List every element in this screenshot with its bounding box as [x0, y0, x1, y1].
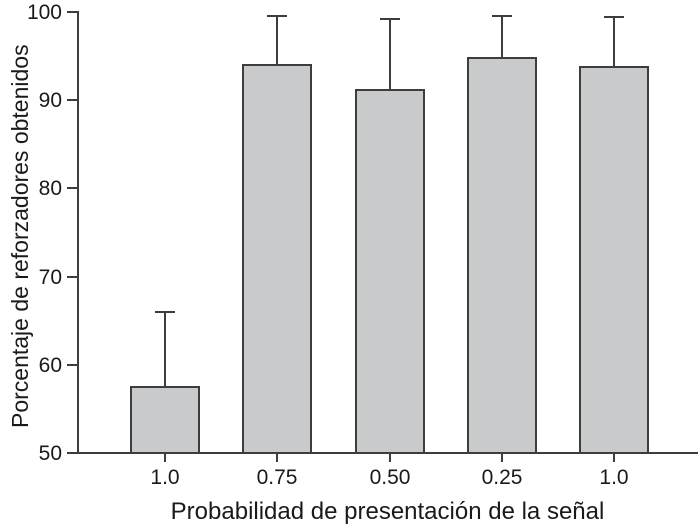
error-bar-line	[389, 18, 391, 89]
error-bar-line	[613, 16, 615, 66]
x-tick-label: 0.50	[369, 466, 411, 489]
x-tick	[501, 454, 503, 462]
x-tick-label: 0.25	[481, 466, 523, 489]
error-bar-cap	[267, 15, 287, 17]
y-tick-label: 100	[26, 1, 62, 24]
y-tick-label: 70	[38, 266, 62, 289]
error-bar-cap	[492, 15, 512, 17]
x-tick	[164, 454, 166, 462]
error-bar-line	[501, 15, 503, 57]
bar	[242, 64, 312, 454]
error-bar-cap	[155, 311, 175, 313]
y-tick	[67, 452, 77, 454]
bar	[579, 66, 649, 454]
bar	[467, 57, 537, 454]
x-tick	[276, 454, 278, 462]
x-tick-label: 0.75	[256, 466, 298, 489]
y-tick-label: 50	[38, 442, 62, 465]
x-tick-label: 1.0	[150, 466, 180, 489]
y-tick-label: 60	[38, 354, 62, 377]
bar	[130, 386, 200, 454]
y-tick-label: 80	[38, 177, 62, 200]
x-tick-label: 1.0	[599, 466, 629, 489]
y-axis-line	[77, 11, 79, 454]
x-axis-title: Probabilidad de presentación de la señal	[170, 498, 605, 525]
bar	[355, 89, 425, 454]
y-tick	[67, 187, 77, 189]
error-bar-cap	[604, 16, 624, 18]
x-tick	[613, 454, 615, 462]
error-bar-cap	[380, 18, 400, 20]
x-tick	[389, 454, 391, 462]
error-bar-line	[276, 15, 278, 64]
y-tick	[67, 364, 77, 366]
error-bar-line	[164, 311, 166, 386]
y-tick	[67, 276, 77, 278]
y-tick-label: 90	[38, 89, 62, 112]
y-tick	[67, 11, 77, 13]
y-tick	[67, 99, 77, 101]
